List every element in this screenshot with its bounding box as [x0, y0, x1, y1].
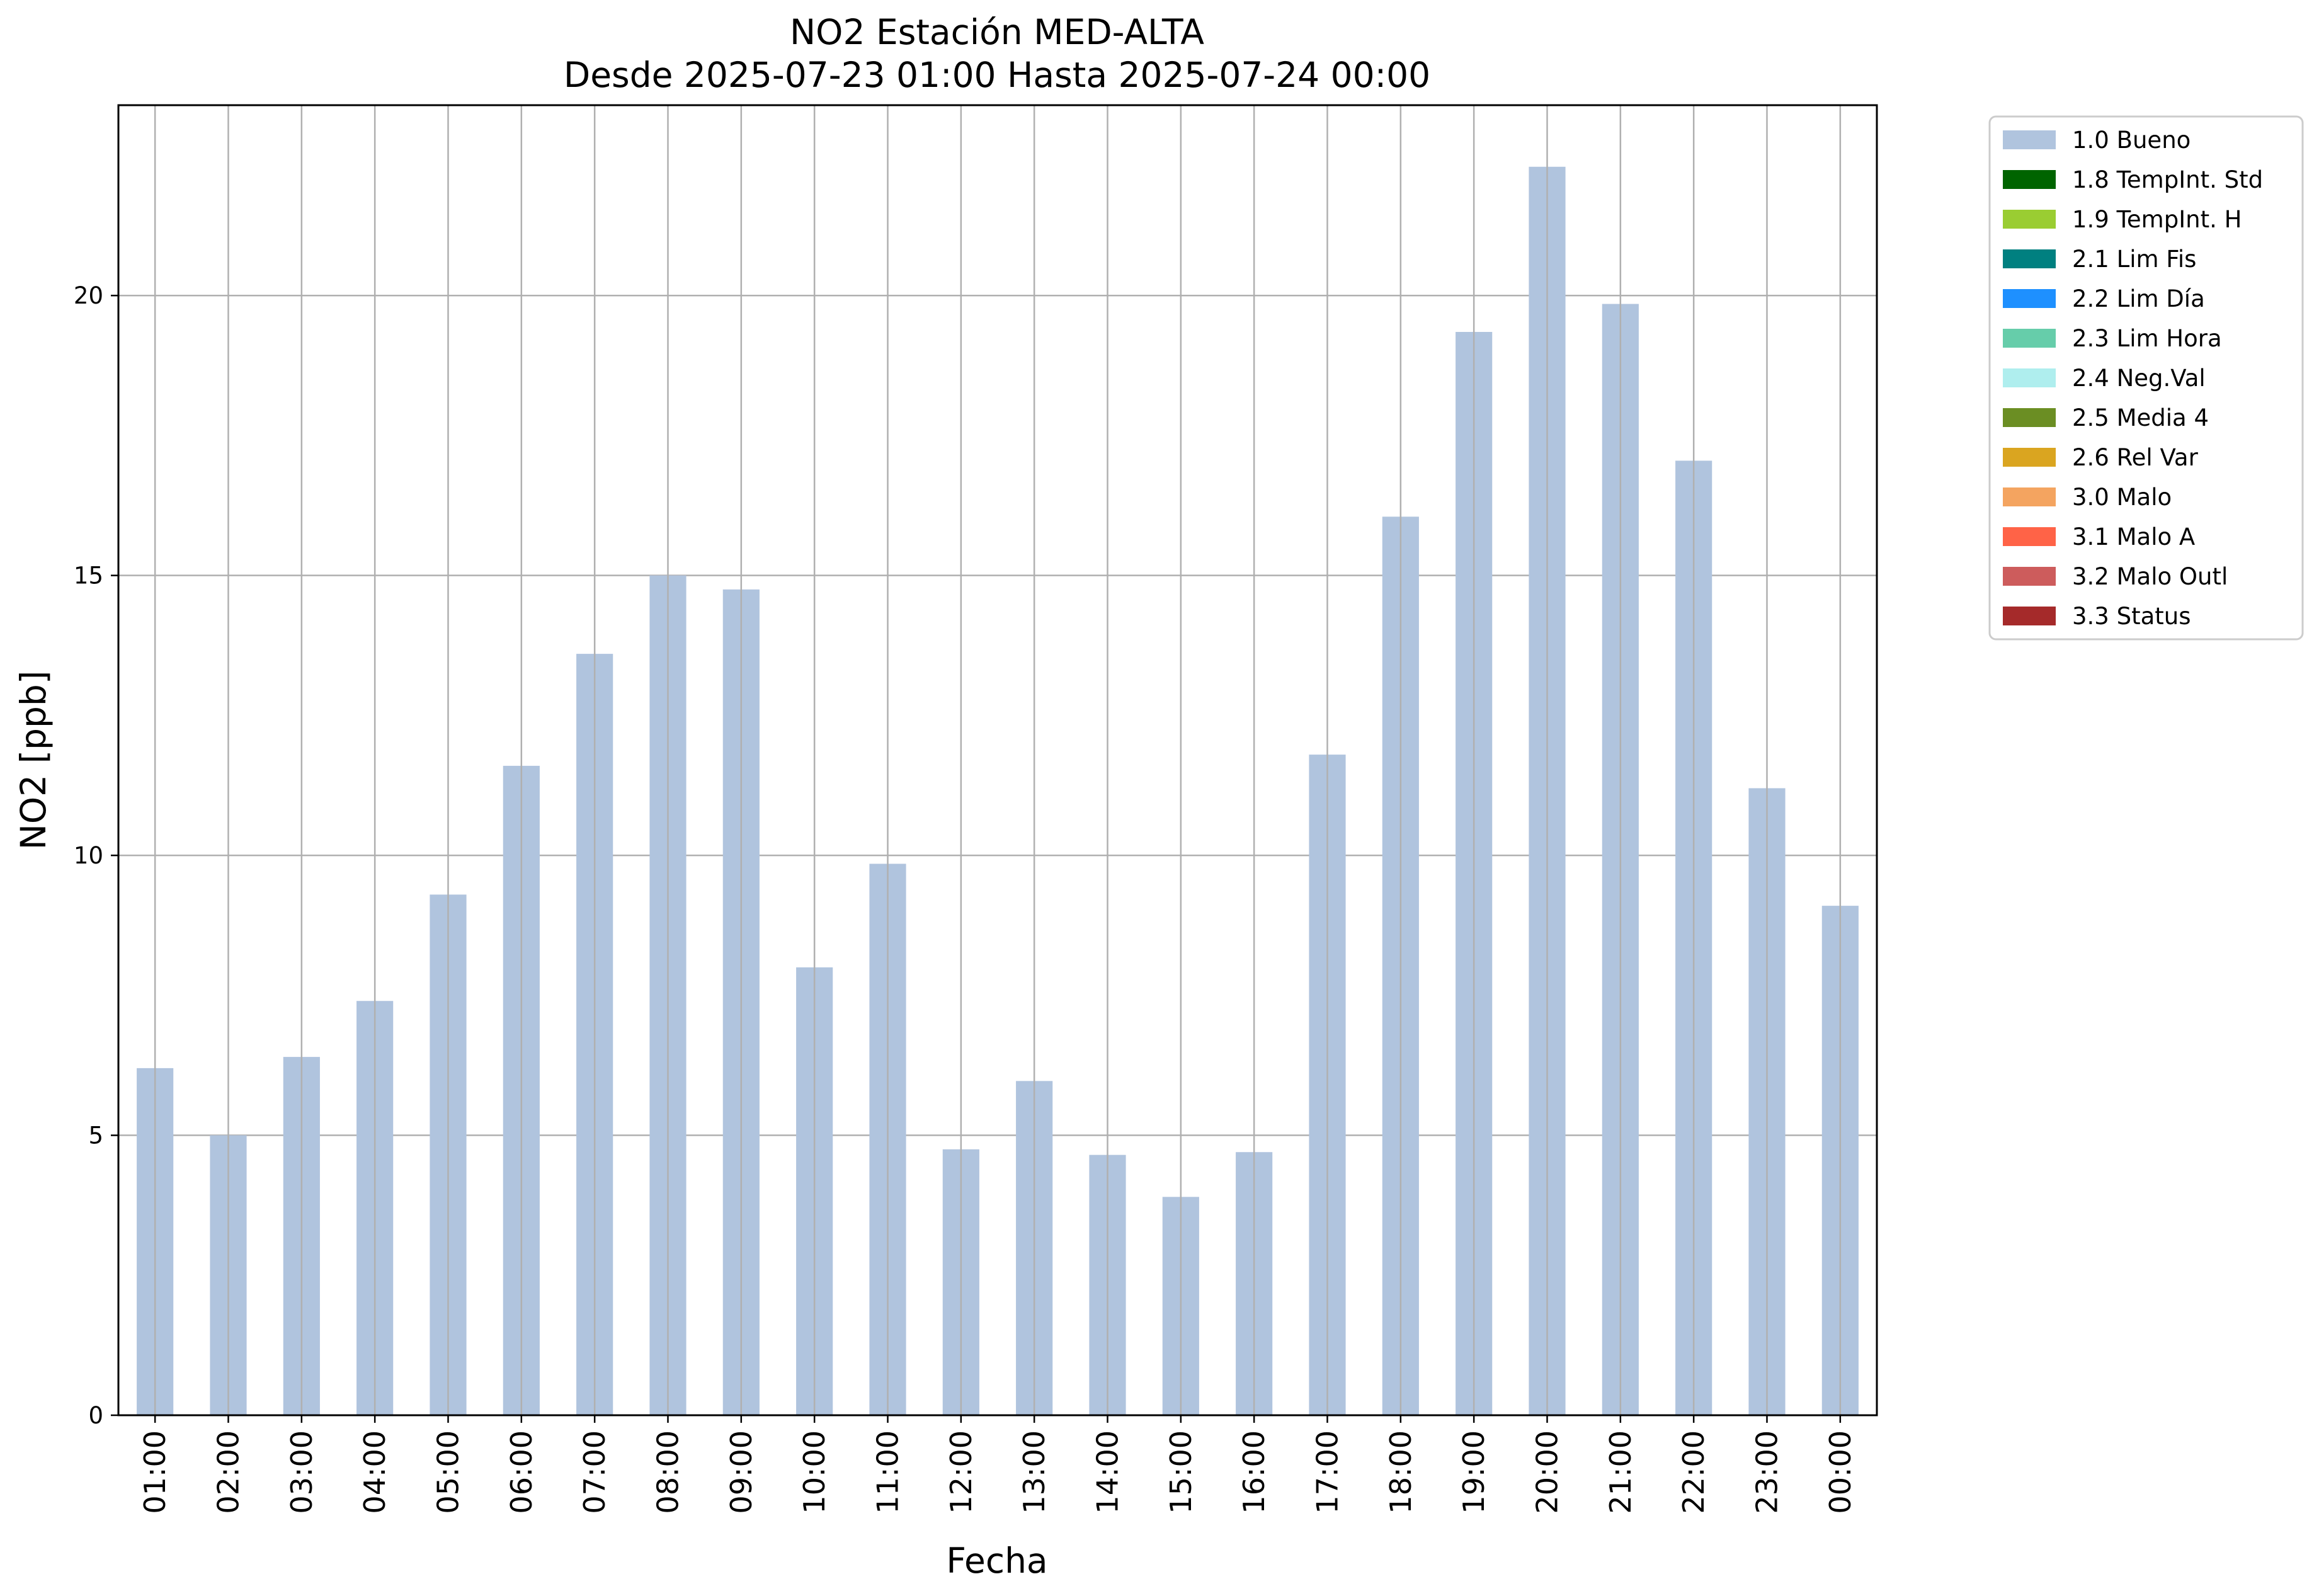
legend-box [1988, 115, 2304, 641]
legend-swatch [2003, 487, 2056, 506]
legend-label: 3.0 Malo [2072, 484, 2172, 511]
legend-label: 1.8 TempInt. Std [2072, 166, 2263, 193]
legend-swatch [2003, 329, 2056, 348]
legend-label: 3.1 Malo A [2072, 523, 2195, 550]
x-tick-label: 04:00 [358, 1430, 392, 1514]
legend-label: 1.9 TempInt. H [2072, 206, 2242, 233]
legend-label: 3.2 Malo Outl [2072, 563, 2228, 590]
x-tick-label: 16:00 [1237, 1430, 1271, 1514]
y-tick-label: 10 [74, 842, 103, 869]
legend-swatch [2003, 289, 2056, 308]
x-tick-label: 19:00 [1457, 1430, 1491, 1514]
y-tick-label: 5 [88, 1122, 103, 1149]
x-tick-label: 01:00 [138, 1430, 172, 1514]
x-tick-label: 14:00 [1091, 1430, 1125, 1514]
y-tick-label: 20 [74, 282, 103, 309]
chart-title-line1: NO2 Estación MED-ALTA [790, 12, 1204, 52]
legend-items: 1.0 Bueno 1.8 TempInt. Std 1.9 TempInt. H 2… [2003, 127, 2263, 630]
legend-label: 2.6 Rel Var [2072, 444, 2199, 471]
legend-swatch [2003, 408, 2056, 427]
legend-label: 2.2 Lim Día [2072, 285, 2205, 312]
legend-swatch [2003, 527, 2056, 546]
legend-swatch [2003, 368, 2056, 387]
legend-label: 2.1 Lim Fis [2072, 246, 2196, 273]
x-tick-label: 00:00 [1823, 1430, 1857, 1514]
legend-swatch [2003, 249, 2056, 268]
legend-swatch [2003, 170, 2056, 189]
x-tick-label: 21:00 [1604, 1430, 1638, 1514]
y-axis: 0 5 10 15 20 [74, 282, 118, 1429]
x-tick-label: 15:00 [1164, 1430, 1198, 1514]
legend-swatch [2003, 607, 2056, 625]
y-tick-label: 0 [88, 1402, 103, 1429]
y-axis-label: NO2 [ppb] [13, 671, 54, 850]
x-tick-label: 23:00 [1750, 1430, 1784, 1514]
x-tick-label: 11:00 [871, 1430, 905, 1514]
legend-swatch [2003, 448, 2056, 467]
x-axis: 01:00 02:00 03:00 04:00 05:00 06:00 07:00 08:00… [138, 1415, 1857, 1514]
legend-swatch [2003, 567, 2056, 586]
x-tick-label: 17:00 [1311, 1430, 1345, 1514]
x-axis-label: Fecha [946, 1541, 1047, 1581]
x-tick-label: 20:00 [1530, 1430, 1564, 1514]
legend-swatch [2003, 210, 2056, 229]
chart-title-line2: Desde 2025-07-23 01:00 Hasta 2025-07-24 … [564, 55, 1430, 95]
x-tick-label: 03:00 [285, 1430, 319, 1514]
x-tick-label: 08:00 [651, 1430, 685, 1514]
x-tick-label: 18:00 [1384, 1430, 1418, 1514]
legend-label: 2.4 Neg.Val [2072, 365, 2206, 392]
x-tick-label: 12:00 [944, 1430, 978, 1514]
x-grid-layer [154, 105, 1842, 1415]
legend-label: 2.5 Media 4 [2072, 404, 2209, 431]
legend-label: 1.0 Bueno [2072, 127, 2191, 154]
x-tick-label: 06:00 [504, 1430, 538, 1514]
legend-label: 3.3 Status [2072, 603, 2191, 630]
x-tick-label: 05:00 [431, 1430, 465, 1514]
bars-layer [137, 166, 1859, 1416]
legend-label: 2.3 Lim Hora [2072, 325, 2222, 352]
plot-frame [117, 104, 1878, 1416]
x-tick-label: 22:00 [1677, 1430, 1711, 1514]
x-tick-label: 07:00 [578, 1430, 612, 1514]
x-tick-label: 02:00 [212, 1430, 246, 1514]
legend: 1.0 Bueno 1.8 TempInt. Std 1.9 TempInt. H 2… [1988, 115, 2304, 641]
x-tick-label: 10:00 [797, 1430, 831, 1514]
x-tick-label: 09:00 [724, 1430, 758, 1514]
y-tick-label: 15 [74, 562, 103, 590]
x-tick-label: 13:00 [1017, 1430, 1051, 1514]
legend-swatch [2003, 130, 2056, 149]
